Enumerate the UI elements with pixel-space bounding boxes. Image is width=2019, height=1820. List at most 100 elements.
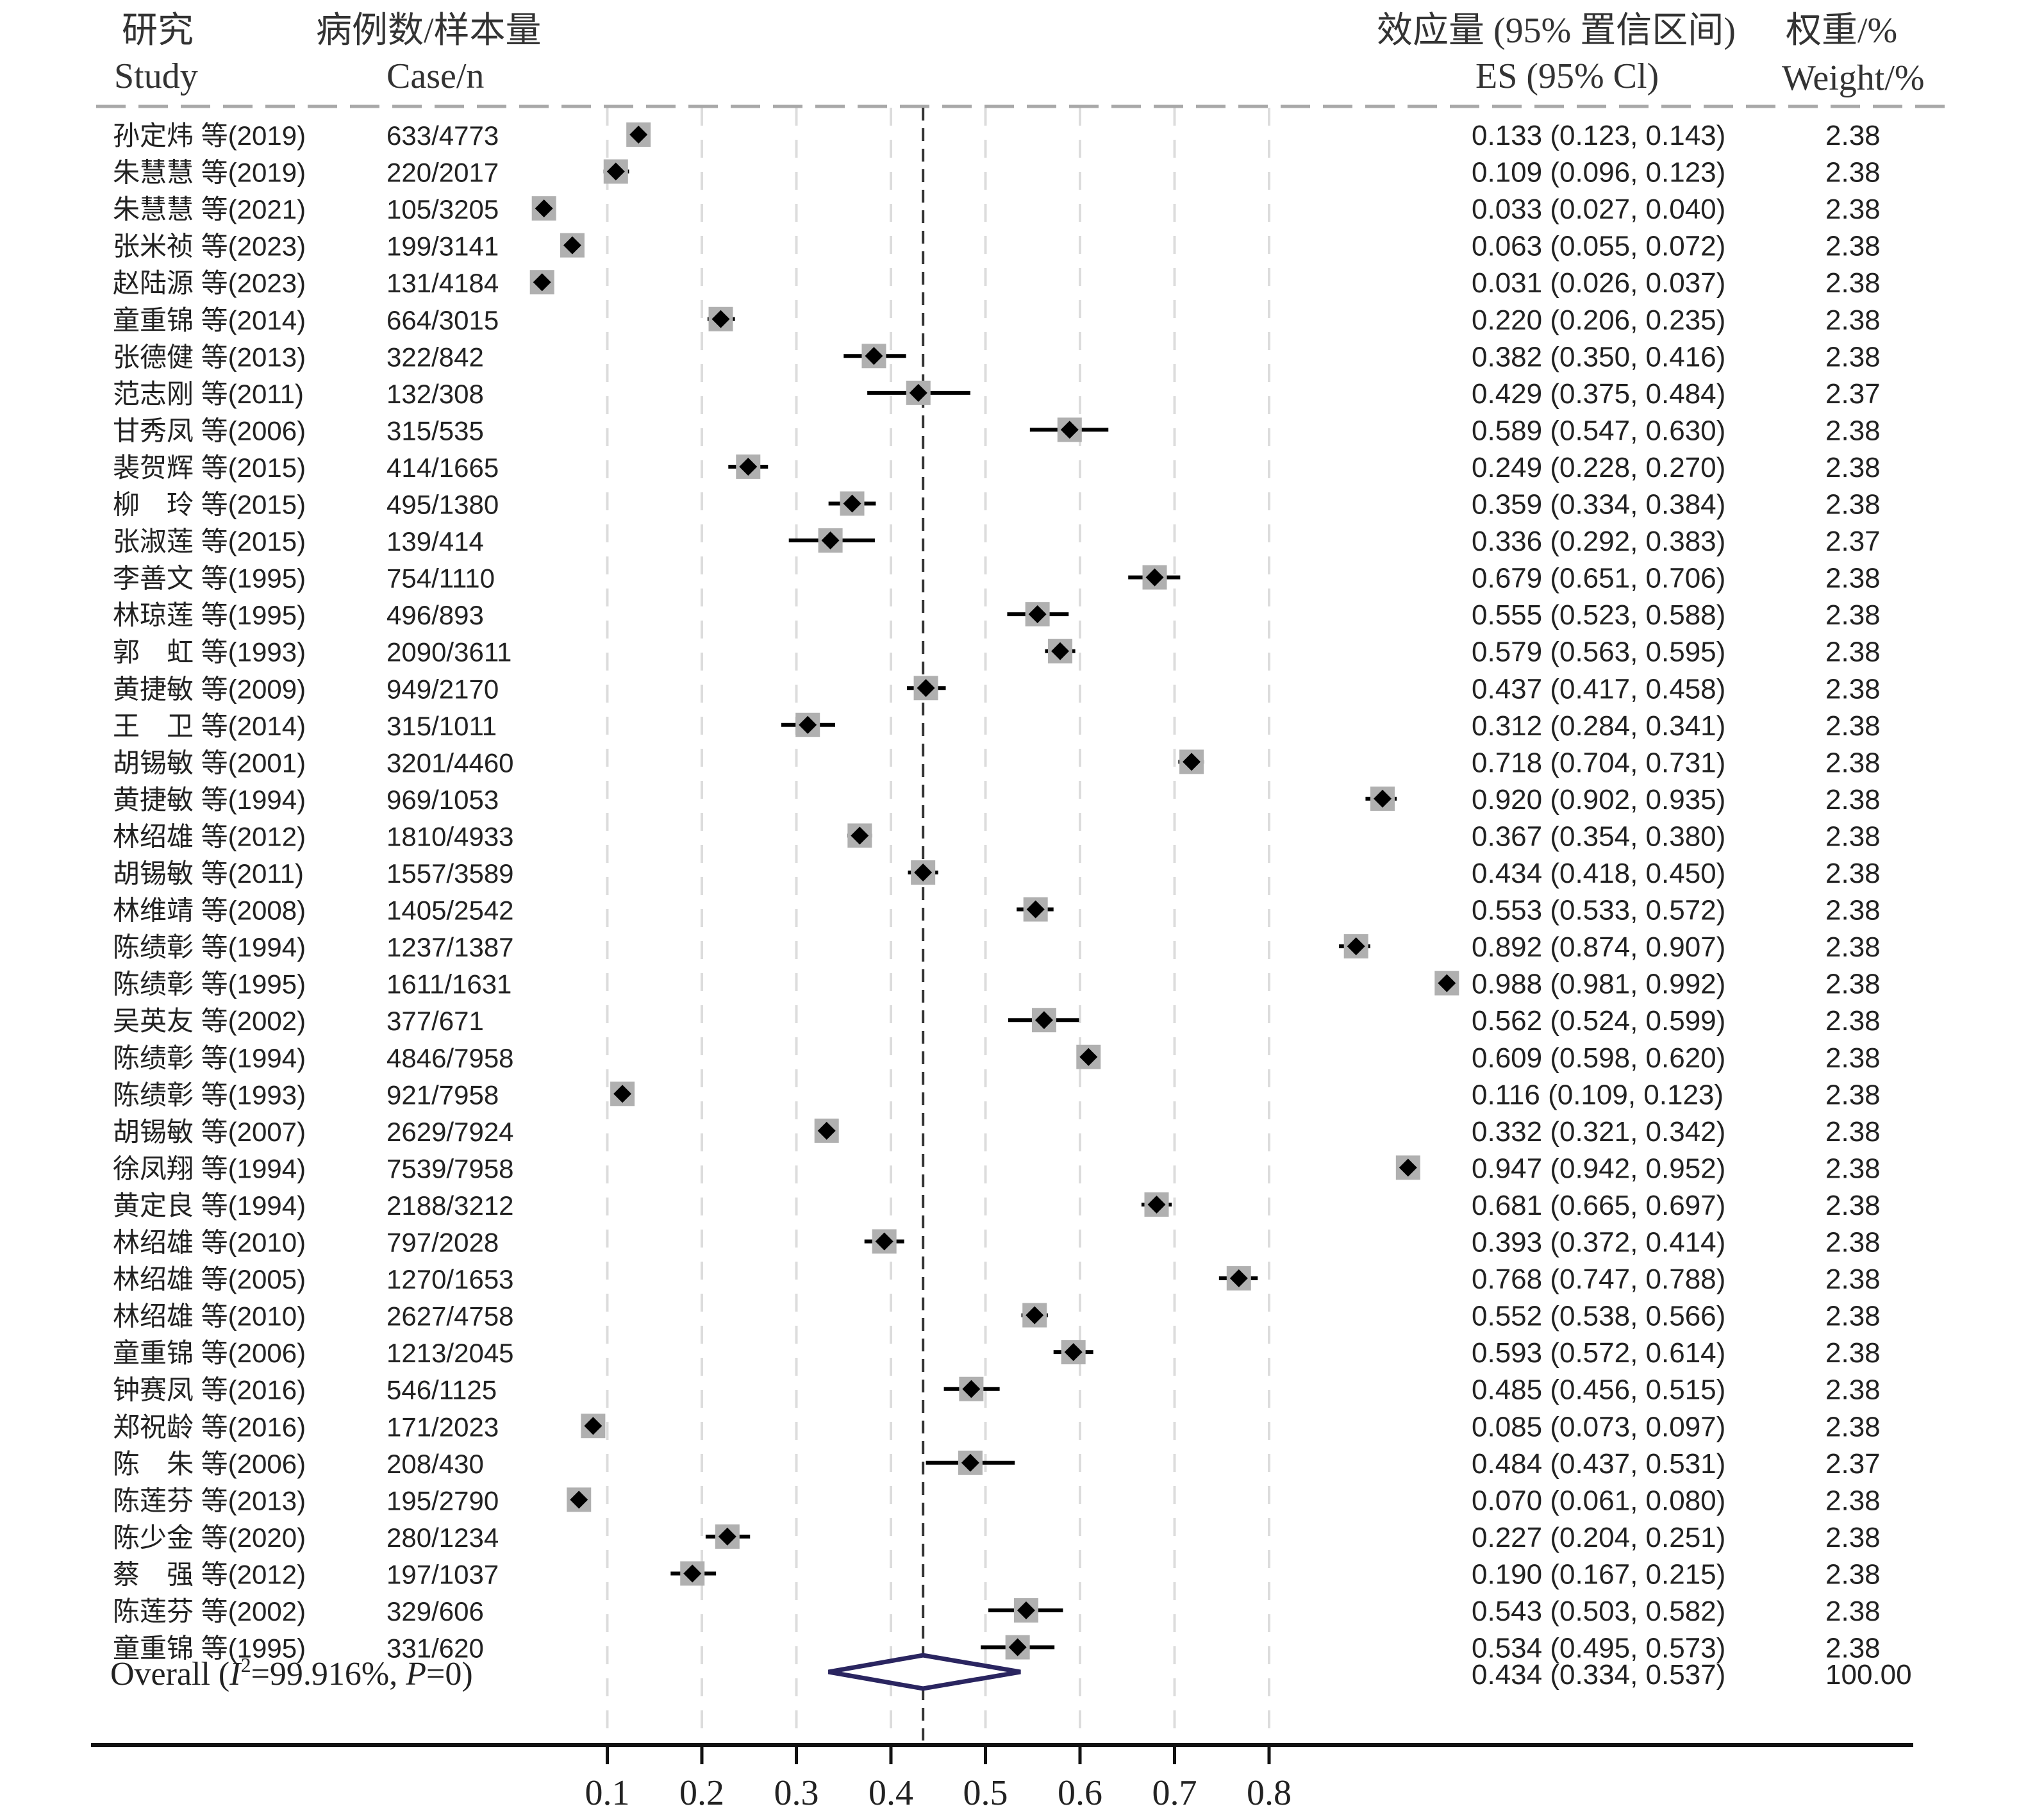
study-row: 郭 虹 等(1993) 2090/3611 0.579 (0.563, 0.595)… [113,637,1881,668]
study-label: 徐凤翔 等(1994) [113,1153,306,1183]
study-row: 李善文 等(1995) 754/1110 0.679 (0.651, 0.706) 2… [113,563,1881,594]
es-ci-value: 0.249 (0.228, 0.270) [1472,452,1725,483]
header-case-cn: 病例数/样本量 [316,11,542,51]
weight-value: 2.38 [1825,1558,1881,1590]
case-n-value: 1405/2542 [386,896,514,926]
es-ci-value: 0.382 (0.350, 0.416) [1472,341,1725,372]
study-row: 童重锦 等(1995) 331/620 0.534 (0.495, 0.573) 2.… [113,1633,1881,1664]
case-n-value: 949/2170 [386,674,499,704]
es-ci-value: 0.562 (0.524, 0.599) [1472,1005,1725,1037]
point-estimate-marker [1064,1343,1083,1362]
study-label: 张淑莲 等(2015) [113,526,306,556]
case-n-value: 171/2023 [386,1412,499,1442]
study-rows: 孙定炜 等(2019) 633/4773 0.133 (0.123, 0.143) 2… [113,120,1881,1664]
study-label: 范志刚 等(2011) [113,379,304,409]
study-label: 陈绩彰 等(1995) [113,969,306,999]
es-ci-value: 0.434 (0.418, 0.450) [1472,858,1725,889]
header-weight-cn: 权重/% [1786,11,1897,51]
es-ci-value: 0.116 (0.109, 0.123) [1472,1079,1724,1110]
study-label: 童重锦 等(1995) [113,1633,306,1664]
weight-value: 2.38 [1825,1337,1881,1369]
overall-label: Overall (I2=99.916%, P=0) [110,1653,473,1692]
es-ci-value: 0.892 (0.874, 0.907) [1472,931,1725,963]
table-header: 研究 Study 病例数/样本量 Case/n 效应量 (95% 置信区间) E… [114,11,1925,98]
study-row: 胡锡敏 等(2007) 2629/7924 0.332 (0.321, 0.342)… [113,1116,1881,1148]
study-label: 黄捷敏 等(2009) [113,674,306,704]
study-row: 张德健 等(2013) 322/842 0.382 (0.350, 0.416) 2.… [113,341,1881,372]
study-label: 林维靖 等(2008) [113,896,306,926]
x-tick-label: 0.1 [585,1773,630,1813]
study-label: 林绍雄 等(2010) [113,1228,306,1258]
case-n-value: 2090/3611 [386,637,511,667]
weight-value: 2.38 [1825,747,1881,778]
study-label: 柳 玲 等(2015) [113,490,306,520]
study-row: 朱慧慧 等(2021) 105/3205 0.033 (0.027, 0.040) 2… [113,194,1881,225]
study-label: 钟赛凤 等(2016) [113,1375,306,1405]
point-estimate-marker [843,494,861,513]
point-estimate-marker [563,236,581,255]
study-label: 童重锦 等(2006) [113,1338,306,1368]
study-row: 童重锦 等(2006) 1213/2045 0.593 (0.572, 0.614)… [113,1337,1881,1369]
point-estimate-marker [851,826,869,845]
study-row: 赵陆源 等(2023) 131/4184 0.031 (0.026, 0.037) 2… [113,267,1881,299]
point-estimate-marker [683,1564,702,1583]
weight-value: 2.38 [1825,157,1881,188]
weight-value: 2.38 [1825,194,1881,225]
study-label: 陈少金 等(2020) [113,1523,306,1553]
study-row: 黄捷敏 等(2009) 949/2170 0.437 (0.417, 0.458) 2… [113,673,1881,705]
case-n-value: 664/3015 [386,305,499,335]
point-estimate-marker [1034,1011,1053,1030]
point-estimate-marker [799,715,817,734]
es-ci-value: 0.070 (0.061, 0.080) [1472,1485,1725,1516]
weight-value: 2.38 [1825,1411,1881,1442]
weight-value: 2.37 [1825,1448,1881,1480]
point-estimate-marker [1438,974,1456,992]
point-estimate-marker [535,199,553,218]
study-row: 陈莲芬 等(2013) 195/2790 0.070 (0.061, 0.080) 2… [113,1485,1881,1516]
es-ci-value: 0.332 (0.321, 0.342) [1472,1116,1725,1148]
case-n-value: 220/2017 [386,158,499,188]
weight-value: 2.38 [1825,1227,1881,1258]
weight-value: 2.38 [1825,895,1881,926]
es-ci-value: 0.988 (0.981, 0.992) [1472,969,1725,1000]
study-row: 蔡 强 等(2012) 197/1037 0.190 (0.167, 0.215) 2… [113,1558,1881,1590]
case-n-value: 969/1053 [386,785,499,815]
point-estimate-marker [1060,421,1079,439]
header-study-en: Study [114,56,198,96]
study-label: 陈绩彰 等(1994) [113,932,306,962]
case-n-value: 1237/1387 [386,932,514,962]
x-tick-label: 0.8 [1247,1773,1292,1813]
weight-value: 2.38 [1825,415,1881,446]
study-label: 张德健 等(2013) [113,342,306,372]
case-n-value: 496/893 [386,600,484,630]
weight-value: 2.37 [1825,526,1881,557]
case-n-value: 7539/7958 [386,1153,514,1183]
point-estimate-marker [711,310,730,328]
header-es-en: ES (95% Cl) [1475,56,1659,96]
weight-value: 2.37 [1825,378,1881,410]
weight-value: 2.38 [1825,969,1881,1000]
point-estimate-marker [962,1380,981,1398]
study-label: 郑祝龄 等(2016) [113,1412,306,1442]
case-n-value: 546/1125 [386,1375,497,1405]
study-label: 陈绩彰 等(1994) [113,1043,306,1073]
weight-value: 2.38 [1825,637,1881,668]
es-ci-value: 0.679 (0.651, 0.706) [1472,563,1725,594]
es-ci-value: 0.033 (0.027, 0.040) [1472,194,1725,225]
study-row: 林绍雄 等(2010) 797/2028 0.393 (0.372, 0.414) 2… [113,1227,1881,1258]
es-ci-value: 0.718 (0.704, 0.731) [1472,747,1725,778]
weight-value: 2.38 [1825,341,1881,372]
case-n-value: 195/2790 [386,1485,499,1515]
point-estimate-marker [1229,1269,1248,1288]
study-row: 胡锡敏 等(2001) 3201/4460 0.718 (0.704, 0.731)… [113,747,1881,778]
study-row: 陈莲芬 等(2002) 329/606 0.543 (0.503, 0.582) 2.… [113,1596,1881,1627]
study-label: 林琼莲 等(1995) [113,600,306,630]
study-label: 胡锡敏 等(2007) [113,1117,306,1147]
header-case-en: Case/n [386,56,484,96]
weight-value: 2.38 [1825,710,1881,742]
point-estimate-marker [718,1527,736,1546]
case-n-value: 633/4773 [386,121,499,151]
es-ci-value: 0.063 (0.055, 0.072) [1472,231,1725,262]
es-ci-value: 0.312 (0.284, 0.341) [1472,710,1725,742]
case-n-value: 414/1665 [386,453,499,483]
